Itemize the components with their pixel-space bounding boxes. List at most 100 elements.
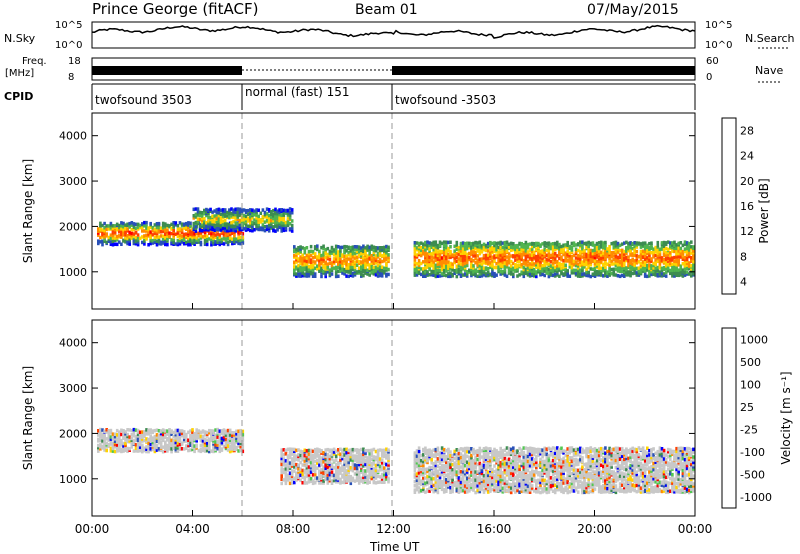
heatmap-cell — [558, 256, 561, 261]
heatmap-cell — [357, 464, 361, 469]
heatmap-cell — [231, 449, 234, 453]
heatmap-cell — [449, 240, 452, 244]
heatmap-cell — [470, 257, 473, 262]
heatmap-cell — [174, 432, 178, 437]
heatmap-cell — [380, 479, 384, 483]
heatmap-cell — [453, 249, 456, 253]
heatmap-cell — [491, 270, 494, 274]
heatmap-cell — [623, 274, 626, 278]
heatmap-cell — [255, 219, 258, 223]
heatmap-cell — [339, 468, 342, 472]
heatmap-cell — [620, 242, 624, 246]
heatmap-cell — [351, 262, 355, 266]
heatmap-cell — [662, 247, 666, 252]
heatmap-cell — [368, 256, 371, 260]
heatmap-cell — [132, 449, 136, 453]
heatmap-cell — [370, 457, 374, 462]
heatmap-cell — [178, 238, 182, 243]
heatmap-cell — [305, 259, 309, 264]
heatmap-cell — [322, 481, 325, 485]
heatmap-cell — [357, 260, 361, 264]
heatmap-cell — [457, 488, 461, 492]
heatmap-cell — [383, 473, 386, 477]
heatmap-cell — [164, 242, 167, 247]
heatmap-cell — [419, 250, 423, 255]
heatmap-cell — [176, 241, 180, 245]
heatmap-cell — [178, 439, 182, 443]
heatmap-cell — [478, 243, 482, 247]
heatmap-cell — [161, 428, 165, 432]
heatmap-cell — [351, 468, 355, 473]
heatmap-cell — [357, 462, 361, 467]
heatmap-cell — [155, 229, 159, 234]
heatmap-cell — [470, 267, 473, 272]
heatmap-cell — [620, 250, 624, 254]
heatmap-cell — [553, 268, 557, 273]
heatmap-cell — [593, 263, 597, 267]
heatmap-cell — [324, 247, 327, 252]
heatmap-cell — [290, 477, 294, 482]
heatmap-cell — [436, 490, 440, 495]
heatmap-cell — [442, 240, 446, 244]
heatmap-cell — [199, 449, 203, 454]
heatmap-cell — [516, 253, 519, 257]
heatmap-cell — [318, 458, 321, 463]
heatmap-cell — [599, 256, 603, 261]
heatmap-cell — [499, 255, 502, 259]
heatmap-cell — [606, 253, 609, 258]
heatmap-cell — [553, 251, 557, 256]
heatmap-cell — [646, 256, 649, 260]
freq-label-1: Freq. — [22, 56, 47, 67]
heatmap-cell — [286, 216, 290, 221]
heatmap-cell — [541, 258, 544, 263]
heatmap-cell — [155, 225, 159, 230]
heatmap-cell — [239, 238, 242, 243]
heatmap-cell — [432, 266, 435, 270]
heatmap-cell — [472, 479, 475, 483]
heatmap-cell — [200, 229, 204, 233]
heatmap-cell — [683, 249, 687, 254]
heatmap-cell — [208, 447, 211, 451]
heatmap-cell — [126, 432, 129, 437]
heatmap-cell — [364, 252, 367, 256]
heatmap-cell — [149, 241, 152, 246]
heatmap-cell — [328, 477, 332, 481]
heatmap-cell — [593, 267, 597, 271]
heatmap-cell — [355, 245, 359, 249]
heatmap-cell — [463, 251, 467, 255]
heatmap-cell — [683, 257, 687, 262]
heatmap-cell — [192, 207, 196, 212]
heatmap-cell — [218, 436, 222, 440]
heatmap-cell — [303, 272, 307, 276]
heatmap-cell — [380, 272, 384, 276]
heatmap-cell — [629, 269, 632, 274]
heatmap-cell — [230, 224, 233, 228]
heatmap-cell — [522, 243, 526, 247]
heatmap-cell — [337, 471, 340, 476]
heatmap-cell — [284, 448, 288, 453]
heatmap-cell — [120, 230, 123, 234]
heatmap-cell — [507, 266, 511, 271]
heatmap-cell — [228, 433, 232, 437]
heatmap-cell — [99, 430, 102, 434]
heatmap-cell — [136, 440, 140, 444]
heatmap-cell — [610, 251, 613, 255]
heatmap-cell — [155, 239, 159, 243]
heatmap-cell — [218, 449, 222, 454]
heatmap-cell — [218, 242, 222, 247]
heatmap-cell — [217, 213, 221, 218]
heatmap-cell — [562, 265, 565, 270]
heatmap-cell — [380, 452, 384, 456]
heatmap-cell — [417, 252, 421, 257]
heatmap-cell — [157, 238, 161, 242]
heatmap-cell — [480, 248, 484, 252]
heatmap-cell — [355, 464, 359, 468]
heatmap-cell — [265, 227, 269, 232]
heatmap-cell — [612, 262, 616, 266]
heatmap-cell — [364, 269, 367, 274]
heatmap-cell — [270, 212, 273, 216]
heatmap-cell — [111, 230, 115, 234]
heatmap-cell — [132, 441, 136, 446]
heatmap-cell — [417, 261, 421, 266]
heatmap-cell — [445, 273, 448, 278]
